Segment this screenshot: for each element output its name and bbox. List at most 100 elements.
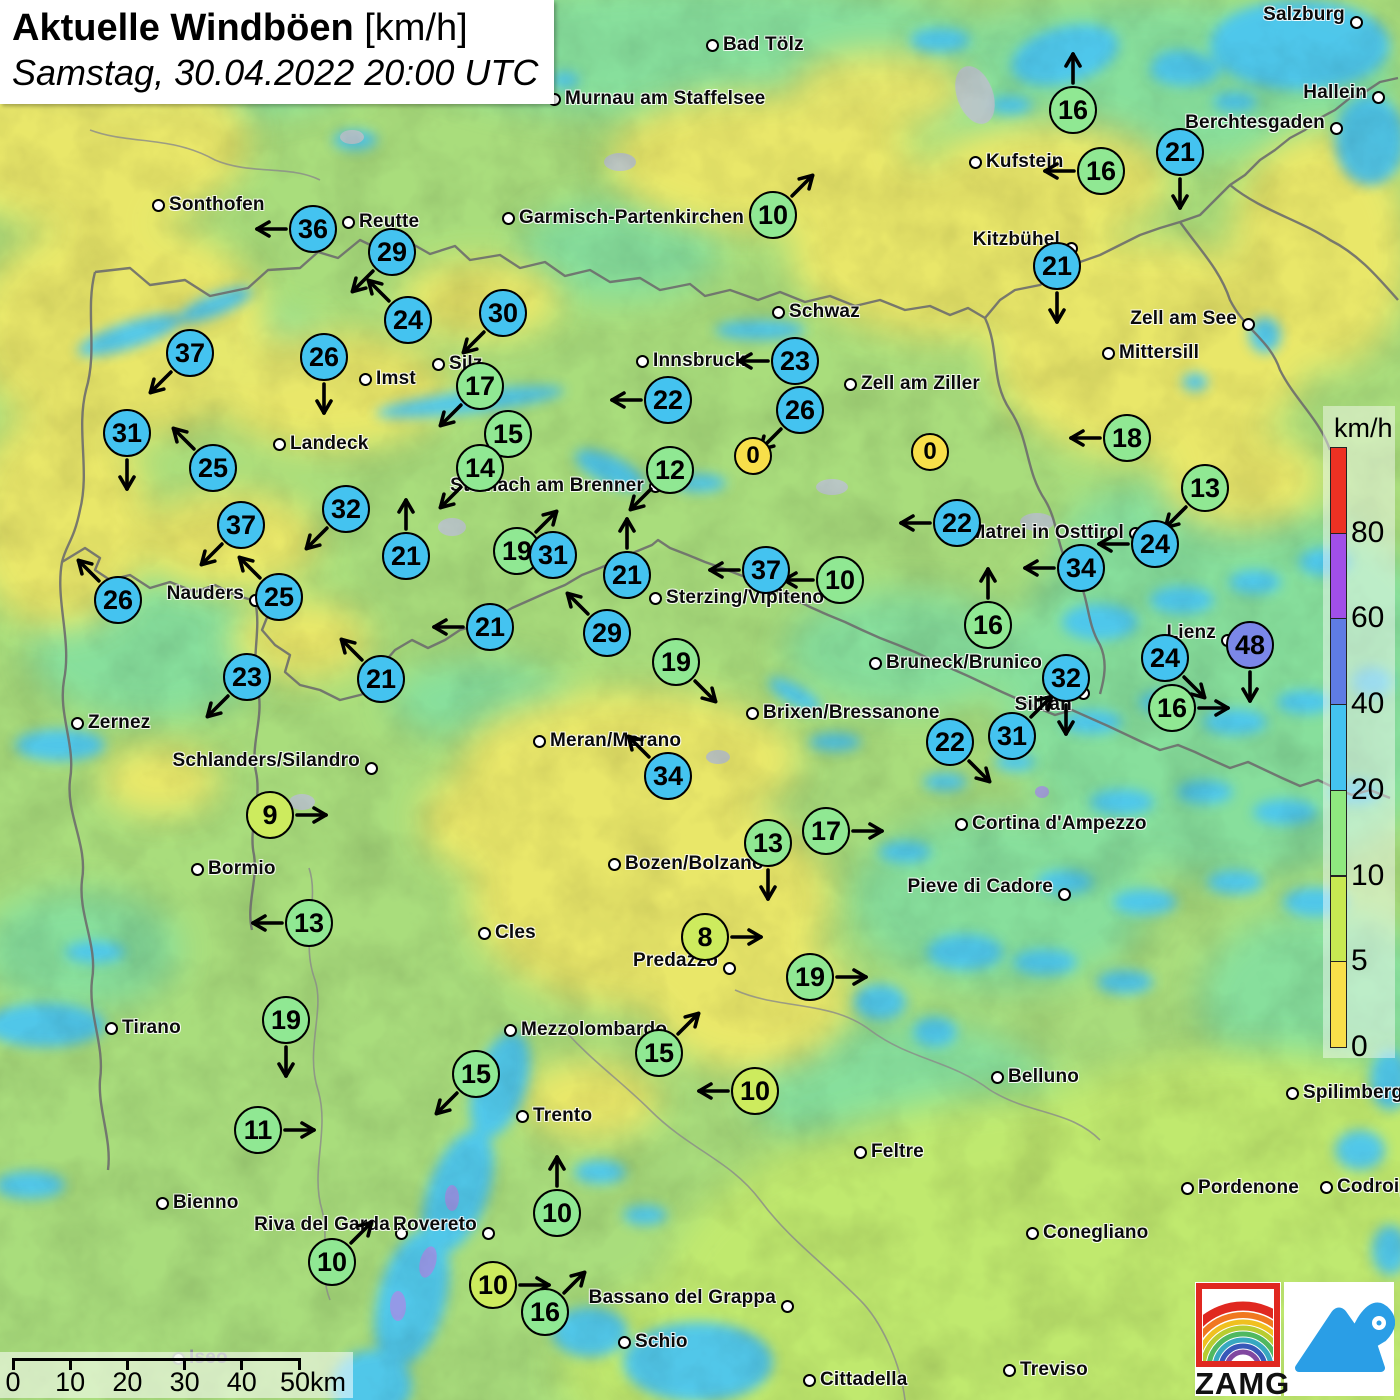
city-dot <box>431 357 445 371</box>
scale-bar-tick <box>125 1358 129 1370</box>
wind-direction-arrow <box>438 403 463 428</box>
scale-bar-label: 30 <box>169 1367 200 1397</box>
scale-bar-label: 0 <box>5 1367 21 1397</box>
title-box: Aktuelle Windböen [km/h] Samstag, 30.04.… <box>0 0 555 104</box>
station-marker: 17 <box>456 362 504 410</box>
city-dot <box>968 155 982 169</box>
city-dot <box>722 961 736 975</box>
wind-direction-arrow <box>1197 699 1230 717</box>
city-dot <box>1057 887 1071 901</box>
map-title: Aktuelle Windböen [km/h] <box>12 7 538 50</box>
station-marker: 13 <box>285 899 333 947</box>
wind-direction-arrow <box>562 1270 587 1295</box>
wind-direction-arrow <box>255 220 288 238</box>
city-dot <box>1101 346 1115 360</box>
wind-direction-arrow <box>461 330 486 355</box>
wind-direction-arrow <box>199 542 224 567</box>
wind-direction-arrow <box>737 352 770 370</box>
station-marker: 10 <box>816 556 864 604</box>
station-marker: 31 <box>103 409 151 457</box>
wind-direction-arrow <box>118 458 136 491</box>
wind-direction-arrow <box>693 679 718 704</box>
wind-direction-arrow <box>1097 535 1130 553</box>
city-label: Codroipo <box>1337 1176 1400 1197</box>
city-label: Salzburg <box>1263 4 1345 25</box>
city-label: Kufstein <box>986 151 1064 172</box>
city-label: Bozen/Bolzano <box>625 853 764 874</box>
title-main: Aktuelle Windböen <box>12 7 354 49</box>
wind-direction-arrow <box>295 806 328 824</box>
station-marker: 19 <box>652 638 700 686</box>
station-marker: 11 <box>234 1106 282 1154</box>
station-marker: 21 <box>382 532 430 580</box>
city-dot <box>780 1299 794 1313</box>
scale-bar-tick <box>297 1358 301 1370</box>
wind-direction-arrow <box>1171 177 1189 210</box>
station-marker: 22 <box>644 376 692 424</box>
wind-direction-arrow <box>1023 559 1056 577</box>
legend-tick-label: 40 <box>1351 687 1385 721</box>
city-dot <box>70 716 84 730</box>
wind-direction-arrow <box>1182 675 1207 700</box>
city-dot <box>853 1145 867 1159</box>
station-marker: 10 <box>731 1067 779 1115</box>
station-marker: 10 <box>749 191 797 239</box>
station-marker: 13 <box>1181 464 1229 512</box>
city-dot <box>1285 1086 1299 1100</box>
city-dot <box>341 215 355 229</box>
station-marker: 16 <box>1148 684 1196 732</box>
legend-segment <box>1330 447 1347 534</box>
city-label: Nauders <box>166 583 244 604</box>
scale-bar-tick <box>240 1358 244 1370</box>
city-label: Tirano <box>122 1017 181 1038</box>
city-dot <box>1319 1180 1333 1194</box>
station-marker: 25 <box>189 444 237 492</box>
city-dot <box>635 354 649 368</box>
station-marker: 21 <box>357 655 405 703</box>
wind-direction-arrow <box>1241 670 1259 703</box>
station-marker: 10 <box>308 1238 356 1286</box>
station-marker: 31 <box>529 531 577 579</box>
station-marker: 15 <box>452 1050 500 1098</box>
wind-direction-arrow <box>628 487 653 512</box>
wind-direction-arrow <box>171 426 196 451</box>
city-label: Cittadella <box>820 1369 908 1390</box>
station-marker: 10 <box>469 1261 517 1309</box>
station-marker: 36 <box>289 205 337 253</box>
legend-tick-label: 10 <box>1351 858 1385 892</box>
station-marker: 13 <box>744 819 792 867</box>
station-marker: 14 <box>456 444 504 492</box>
station-marker: 21 <box>603 551 651 599</box>
wind-direction-arrow <box>708 561 741 579</box>
station-marker: 16 <box>1077 147 1125 195</box>
city-label: Hallein <box>1303 82 1367 103</box>
station-marker: 34 <box>1057 544 1105 592</box>
city-label: Sonthofen <box>169 194 265 215</box>
city-dot <box>745 706 759 720</box>
station-marker: 29 <box>368 228 416 276</box>
city-label: Bienno <box>173 1192 239 1213</box>
city-dot <box>358 372 372 386</box>
station-marker: 26 <box>776 386 824 434</box>
city-label: Cles <box>495 922 536 943</box>
city-dot <box>802 1373 816 1387</box>
wind-direction-arrow <box>339 637 364 662</box>
scale-bar-line <box>13 1358 300 1361</box>
city-dot <box>272 437 286 451</box>
title-unit: [km/h] <box>353 7 468 49</box>
wind-direction-arrow <box>251 914 284 932</box>
station-marker: 19 <box>786 953 834 1001</box>
legend-unit-label: km/h <box>1334 413 1393 443</box>
city-dot <box>1349 15 1363 29</box>
legend-segment <box>1330 704 1347 791</box>
city-dot <box>104 1021 118 1035</box>
city-dot <box>705 38 719 52</box>
zamg-logo-icon <box>1195 1282 1281 1396</box>
city-label: Matrei in Osttirol <box>969 522 1124 543</box>
station-marker: 23 <box>771 337 819 385</box>
station-marker: 37 <box>166 329 214 377</box>
wind-direction-arrow <box>76 558 101 583</box>
station-marker: 8 <box>681 913 729 961</box>
city-label: Bruneck/Brunico <box>886 652 1043 673</box>
wind-direction-arrow <box>618 517 636 550</box>
